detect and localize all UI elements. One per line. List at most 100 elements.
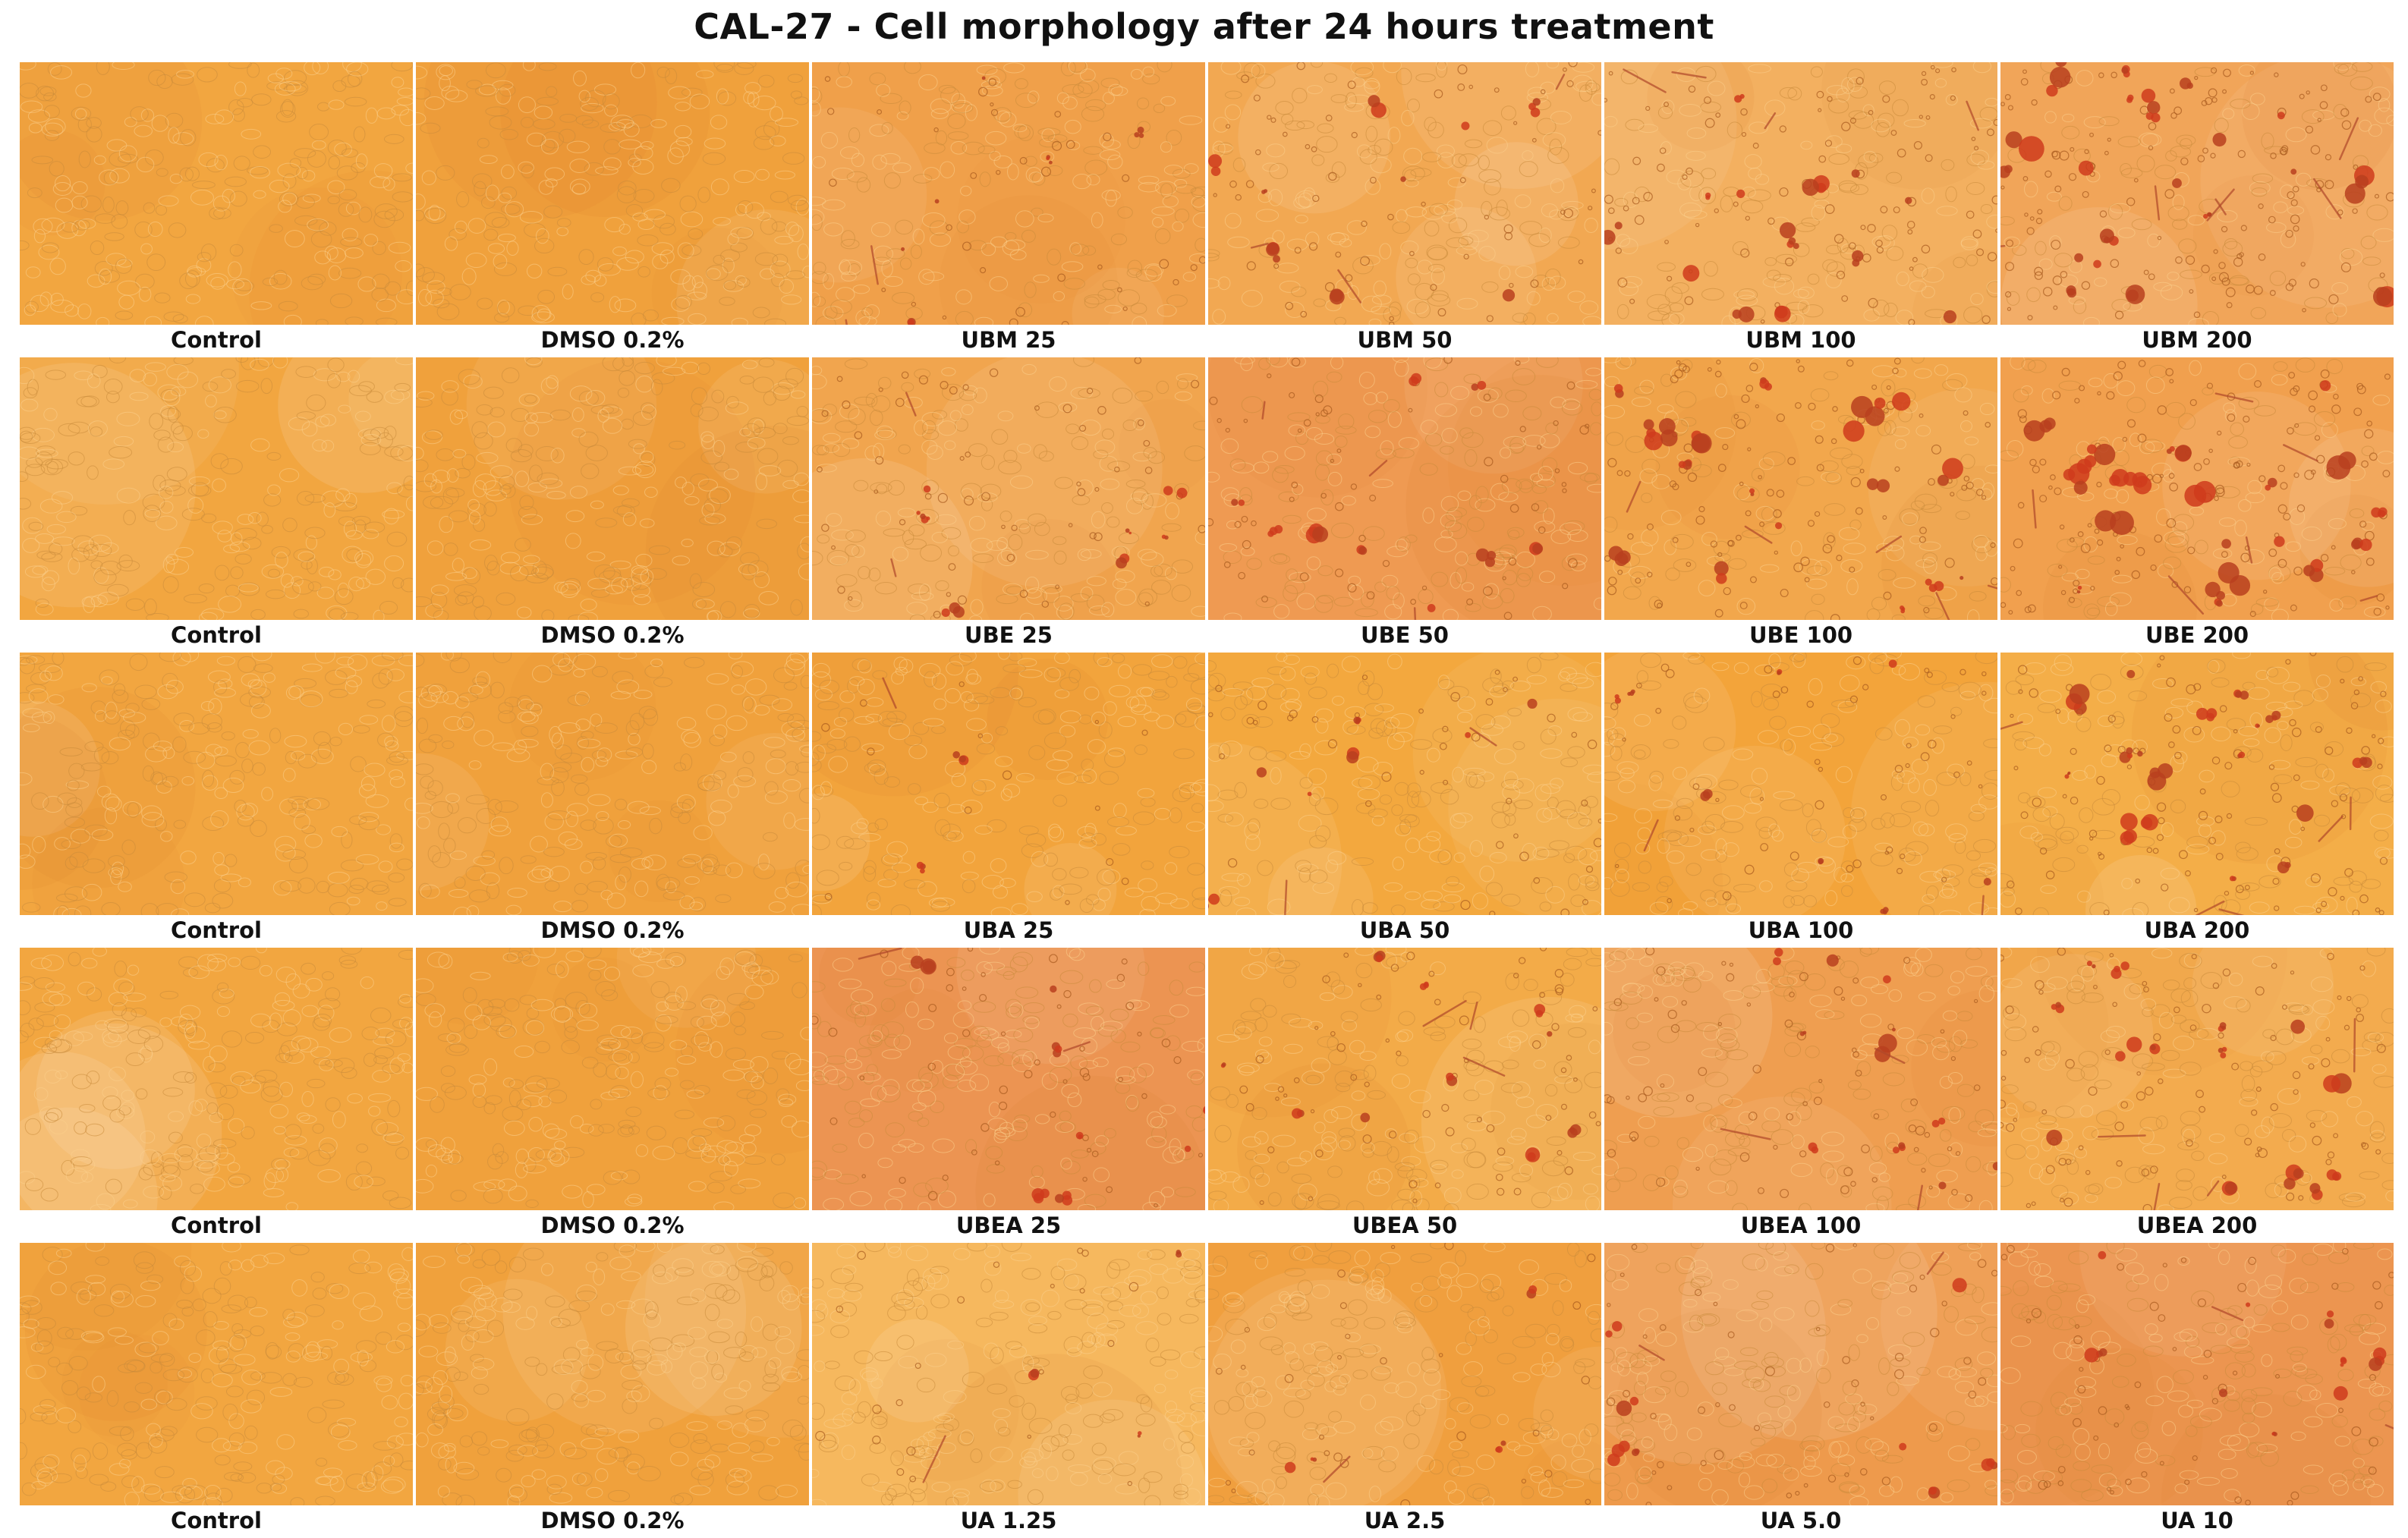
panel-cell: DMSO 0.2% xyxy=(416,1243,809,1538)
micrograph-texture xyxy=(1208,653,1601,915)
panel-label: UBEA 200 xyxy=(2136,1212,2258,1238)
micrograph-image xyxy=(416,653,809,915)
panel-label: UBEA 100 xyxy=(1740,1212,1862,1238)
micrograph-texture xyxy=(2000,948,2394,1210)
micrograph-texture xyxy=(20,357,413,620)
panel-label: UBA 100 xyxy=(1748,917,1854,943)
panel-cell: UA 1.25 xyxy=(812,1243,1205,1538)
micrograph-texture xyxy=(2000,62,2394,325)
panel-label: UA 10 xyxy=(2161,1508,2233,1533)
row-ubm: Control DMSO 0.2% UBM 25 UBM 50 UBM 100 … xyxy=(20,62,2394,357)
panel-label: Control xyxy=(171,327,262,353)
panel-label: UA 2.5 xyxy=(1364,1508,1446,1533)
micrograph-image xyxy=(1208,62,1601,325)
micrograph-image xyxy=(20,948,413,1210)
panel-cell: UBM 25 xyxy=(812,62,1205,357)
micrograph-texture xyxy=(812,653,1205,915)
panel-cell: UBE 200 xyxy=(2000,357,2394,653)
micrograph-texture xyxy=(1604,62,1997,325)
micrograph-texture xyxy=(2000,1243,2394,1505)
row-ubea: Control DMSO 0.2% UBEA 25 UBEA 50 UBEA 1… xyxy=(20,948,2394,1243)
micrograph-image xyxy=(20,357,413,620)
micrograph-image xyxy=(812,62,1205,325)
panel-cell: UA 5.0 xyxy=(1604,1243,1997,1538)
panel-label: UBE 200 xyxy=(2145,622,2249,648)
micrograph-image xyxy=(1604,357,1997,620)
panel-cell: Control xyxy=(20,653,413,948)
panel-cell: Control xyxy=(20,62,413,357)
micrograph-grid: Control DMSO 0.2% UBM 25 UBM 50 UBM 100 … xyxy=(20,62,2394,1538)
panel-cell: Control xyxy=(20,1243,413,1538)
micrograph-image xyxy=(2000,653,2394,915)
micrograph-image xyxy=(1604,948,1997,1210)
micrograph-image xyxy=(416,1243,809,1505)
panel-cell: UA 2.5 xyxy=(1208,1243,1601,1538)
panel-cell: DMSO 0.2% xyxy=(416,357,809,653)
micrograph-texture xyxy=(416,357,809,620)
panel-label: UBEA 25 xyxy=(955,1212,1062,1238)
panel-label: UBM 100 xyxy=(1745,327,1856,353)
micrograph-texture xyxy=(20,948,413,1210)
panel-label: DMSO 0.2% xyxy=(540,1212,685,1238)
panel-label: UBM 25 xyxy=(961,327,1056,353)
micrograph-image xyxy=(416,948,809,1210)
micrograph-image xyxy=(20,653,413,915)
panel-cell: UBM 50 xyxy=(1208,62,1601,357)
panel-cell: DMSO 0.2% xyxy=(416,62,809,357)
row-ua: Control DMSO 0.2% UA 1.25 UA 2.5 UA 5.0 … xyxy=(20,1243,2394,1538)
panel-cell: UBM 100 xyxy=(1604,62,1997,357)
micrograph-image xyxy=(2000,1243,2394,1505)
panel-label: DMSO 0.2% xyxy=(540,917,685,943)
figure-title: CAL-27 - Cell morphology after 24 hours … xyxy=(694,6,1714,47)
micrograph-texture xyxy=(1208,62,1601,325)
panel-label: UA 5.0 xyxy=(1760,1508,1842,1533)
micrograph-image xyxy=(812,653,1205,915)
panel-label: UBE 25 xyxy=(965,622,1053,648)
micrograph-image xyxy=(1604,1243,1997,1505)
panel-cell: UBE 25 xyxy=(812,357,1205,653)
panel-label: Control xyxy=(171,917,262,943)
micrograph-texture xyxy=(1208,357,1601,620)
panel-cell: UBEA 50 xyxy=(1208,948,1601,1243)
panel-label: UBM 50 xyxy=(1357,327,1453,353)
panel-label: DMSO 0.2% xyxy=(540,622,685,648)
micrograph-texture xyxy=(1208,1243,1601,1505)
panel-cell: DMSO 0.2% xyxy=(416,653,809,948)
micrograph-texture xyxy=(1604,357,1997,620)
micrograph-image xyxy=(20,1243,413,1505)
panel-label: Control xyxy=(171,1508,262,1533)
panel-cell: UBEA 200 xyxy=(2000,948,2394,1243)
micrograph-texture xyxy=(1604,948,1997,1210)
panel-cell: UBM 200 xyxy=(2000,62,2394,357)
micrograph-image xyxy=(1604,62,1997,325)
panel-label: UBE 50 xyxy=(1361,622,1449,648)
panel-cell: UBA 200 xyxy=(2000,653,2394,948)
panel-label: DMSO 0.2% xyxy=(540,327,685,353)
panel-cell: UBE 100 xyxy=(1604,357,1997,653)
panel-cell: UBEA 25 xyxy=(812,948,1205,1243)
micrograph-texture xyxy=(416,948,809,1210)
micrograph-image xyxy=(416,357,809,620)
panel-cell: UBEA 100 xyxy=(1604,948,1997,1243)
panel-cell: UA 10 xyxy=(2000,1243,2394,1538)
micrograph-texture xyxy=(2000,357,2394,620)
micrograph-image xyxy=(1208,357,1601,620)
micrograph-texture xyxy=(812,357,1205,620)
micrograph-image xyxy=(2000,62,2394,325)
panel-cell: Control xyxy=(20,948,413,1243)
panel-label: Control xyxy=(171,1212,262,1238)
panel-label: UBEA 50 xyxy=(1352,1212,1458,1238)
row-uba: Control DMSO 0.2% UBA 25 UBA 50 UBA 100 … xyxy=(20,653,2394,948)
micrograph-texture xyxy=(1604,1243,1997,1505)
panel-cell: UBE 50 xyxy=(1208,357,1601,653)
panel-label: UBA 200 xyxy=(2144,917,2250,943)
micrograph-image xyxy=(1208,1243,1601,1505)
micrograph-texture xyxy=(1208,948,1601,1210)
micrograph-texture xyxy=(20,653,413,915)
micrograph-image xyxy=(416,62,809,325)
micrograph-image xyxy=(2000,948,2394,1210)
micrograph-texture xyxy=(416,62,809,325)
micrograph-texture xyxy=(812,62,1205,325)
micrograph-image xyxy=(1208,948,1601,1210)
micrograph-image xyxy=(812,948,1205,1210)
